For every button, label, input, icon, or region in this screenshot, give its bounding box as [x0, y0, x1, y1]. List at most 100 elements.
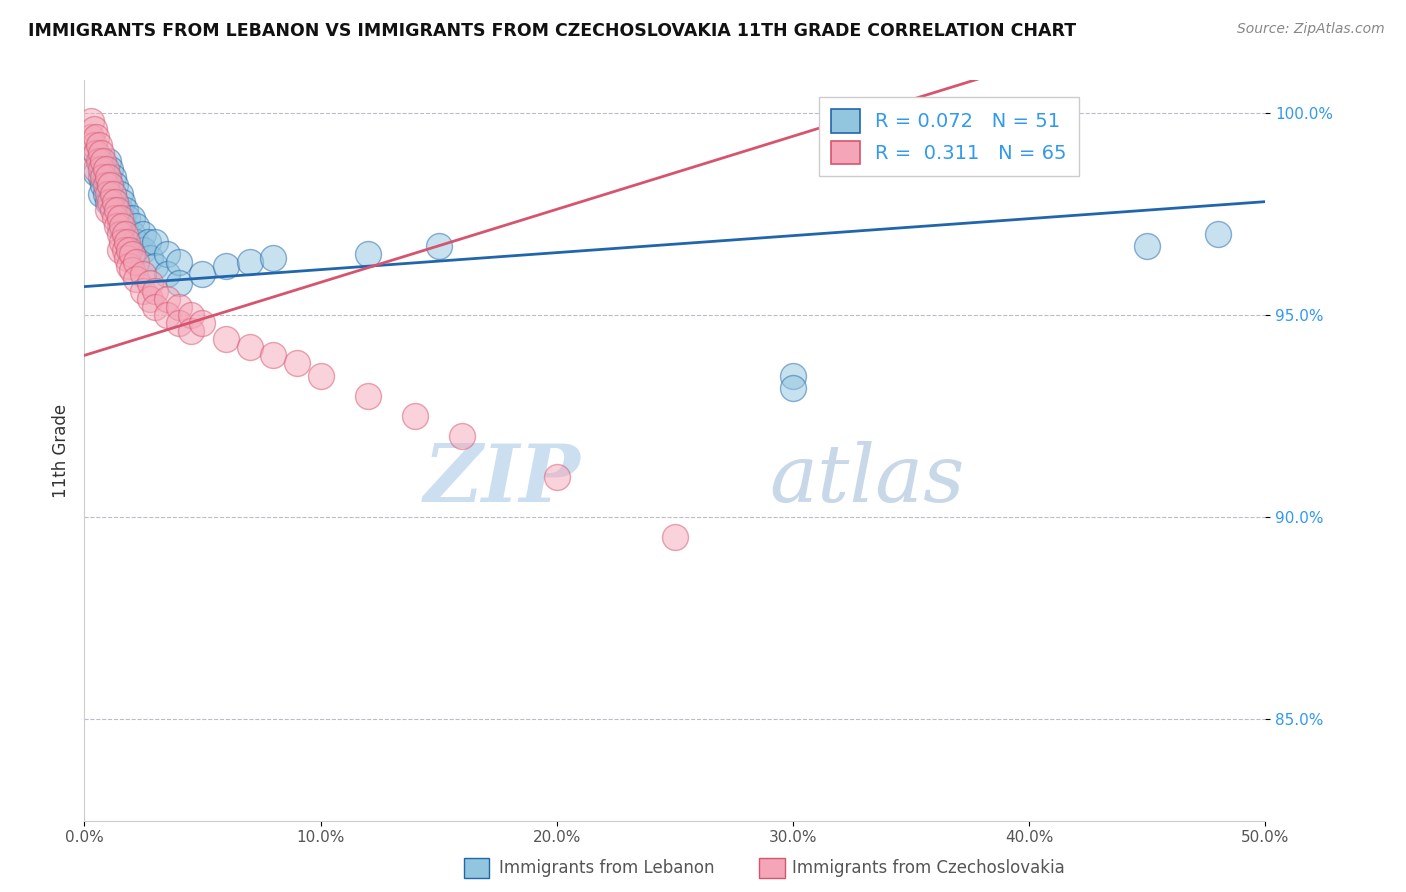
Point [91, 178, 114, 193]
Point [101, 186, 124, 201]
Point [115, 211, 138, 225]
Text: Source: ZipAtlas.com: Source: ZipAtlas.com [1237, 22, 1385, 37]
Point [132, 243, 155, 257]
Point [107, 202, 129, 217]
Point [167, 276, 190, 290]
Point [121, 211, 143, 225]
Point [98, 162, 121, 177]
Text: ZIP: ZIP [423, 442, 581, 519]
Point [104, 194, 127, 209]
Point [108, 186, 131, 201]
Point [167, 255, 190, 269]
Y-axis label: 11th Grade: 11th Grade [52, 403, 70, 498]
Point [143, 260, 166, 274]
Point [97, 194, 120, 209]
Point [98, 178, 121, 193]
Legend: R = 0.072   N = 51, R =  0.311   N = 65: R = 0.072 N = 51, R = 0.311 N = 65 [818, 97, 1078, 176]
Point [143, 300, 166, 314]
Point [121, 247, 143, 261]
Point [357, 389, 380, 403]
Point [84, 146, 107, 161]
Point [285, 356, 308, 370]
Point [357, 247, 380, 261]
Point [84, 162, 107, 177]
Point [90, 146, 112, 161]
Point [125, 235, 148, 249]
Point [98, 194, 121, 209]
Point [111, 194, 134, 209]
Point [80, 129, 103, 144]
Point [90, 170, 112, 185]
Point [114, 227, 136, 241]
Text: Immigrants from Czechoslovakia: Immigrants from Czechoslovakia [792, 859, 1064, 877]
Text: atlas: atlas [769, 442, 965, 519]
Point [546, 469, 568, 483]
Point [125, 271, 148, 285]
Text: Immigrants from Lebanon: Immigrants from Lebanon [499, 859, 714, 877]
Point [118, 260, 141, 274]
Point [1136, 239, 1159, 253]
Point [97, 186, 120, 201]
Point [91, 154, 114, 169]
Point [156, 308, 179, 322]
Point [132, 284, 155, 298]
Point [87, 138, 110, 153]
Point [97, 202, 120, 217]
Point [83, 121, 105, 136]
Point [115, 227, 138, 241]
Point [94, 170, 117, 185]
Point [1206, 227, 1229, 241]
Point [427, 239, 450, 253]
Point [114, 243, 136, 257]
Point [98, 178, 121, 193]
Point [139, 292, 162, 306]
Point [309, 368, 332, 383]
Point [97, 170, 120, 185]
Point [90, 162, 112, 177]
Point [262, 348, 284, 362]
Point [111, 211, 134, 225]
Point [782, 381, 804, 395]
Point [132, 268, 155, 282]
Point [215, 260, 238, 274]
Point [94, 186, 117, 201]
Point [118, 243, 141, 257]
Point [108, 219, 131, 233]
Point [80, 113, 103, 128]
Point [101, 202, 124, 217]
Point [132, 227, 155, 241]
Point [111, 235, 134, 249]
Point [167, 300, 190, 314]
Point [111, 219, 134, 233]
Point [104, 194, 127, 209]
Point [156, 292, 179, 306]
Point [782, 368, 804, 383]
Point [404, 409, 426, 423]
Point [101, 186, 124, 201]
Point [101, 170, 124, 185]
Point [191, 268, 214, 282]
Point [84, 146, 107, 161]
Point [451, 429, 474, 443]
Point [104, 178, 127, 193]
Point [215, 332, 238, 346]
Point [262, 252, 284, 266]
Point [121, 263, 143, 277]
Point [108, 202, 131, 217]
Point [87, 154, 110, 169]
Point [94, 162, 117, 177]
Point [91, 162, 114, 177]
Text: IMMIGRANTS FROM LEBANON VS IMMIGRANTS FROM CZECHOSLOVAKIA 11TH GRADE CORRELATION: IMMIGRANTS FROM LEBANON VS IMMIGRANTS FR… [28, 22, 1076, 40]
Point [108, 227, 131, 241]
Point [239, 340, 262, 354]
Point [664, 531, 686, 545]
Point [115, 235, 138, 249]
Point [191, 316, 214, 330]
Point [156, 268, 179, 282]
Point [97, 170, 120, 185]
Point [90, 154, 112, 169]
Point [180, 324, 202, 338]
Point [156, 247, 179, 261]
Point [84, 129, 107, 144]
Point [115, 252, 138, 266]
